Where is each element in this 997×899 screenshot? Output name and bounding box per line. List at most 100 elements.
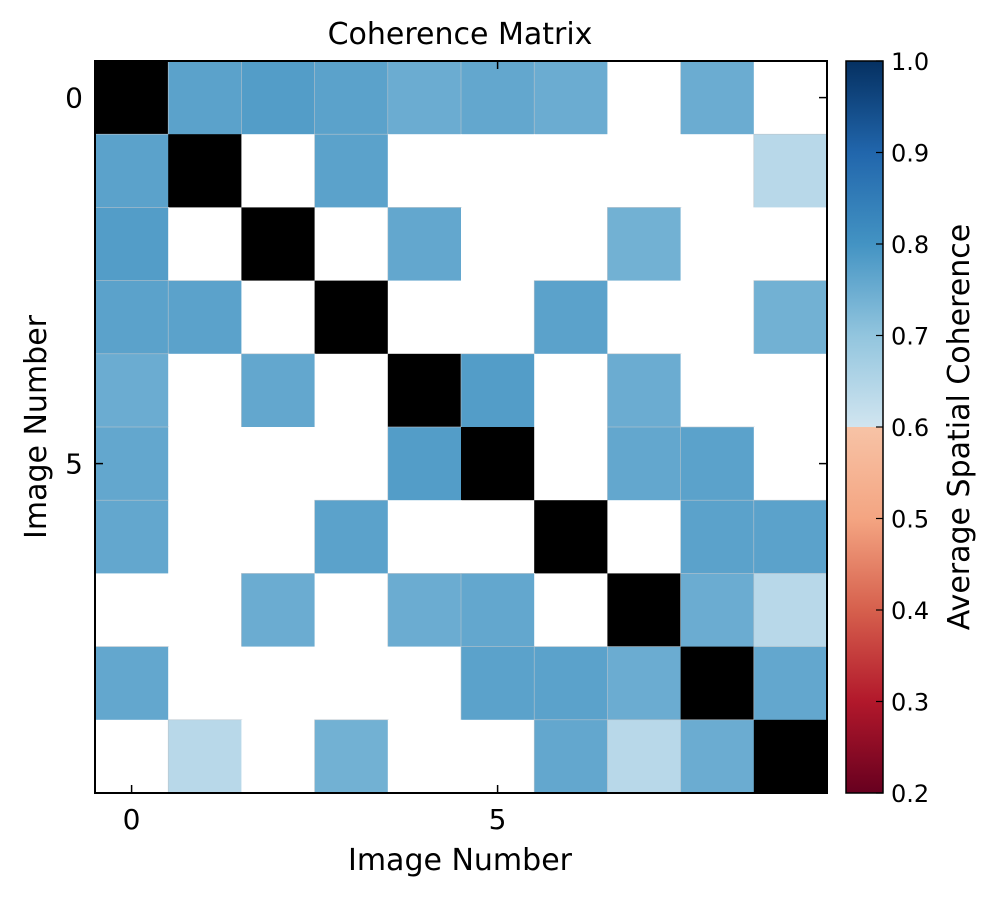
heatmap-cell <box>94 426 170 502</box>
heatmap-cell <box>607 646 682 721</box>
heatmap-cell <box>387 280 462 355</box>
heatmap-cell <box>753 573 828 648</box>
colorbar-tick-label: 0.9 <box>891 140 929 168</box>
heatmap-cell <box>533 719 609 794</box>
heatmap-cell <box>241 646 316 721</box>
y-axis-label: Image Number <box>19 314 54 539</box>
heatmap-cell <box>241 427 316 501</box>
heatmap-cell <box>387 353 462 428</box>
x-axis-label: Image Number <box>348 843 573 878</box>
heatmap-cell <box>461 719 535 794</box>
heatmap-cell <box>241 500 316 574</box>
heatmap-cell <box>168 646 242 721</box>
heatmap-cell <box>753 499 828 575</box>
heatmap-cell <box>753 646 828 721</box>
colorbar-tick-label: 0.6 <box>891 414 929 442</box>
heatmap-cell <box>534 353 608 428</box>
heatmap-cell <box>534 427 608 501</box>
heatmap-cell <box>387 207 462 282</box>
colorbar-tick-label: 0.2 <box>891 780 929 808</box>
heatmap-cell <box>314 573 389 648</box>
colorbar-tick-label: 0.4 <box>891 597 929 625</box>
heatmap-cell <box>460 353 536 428</box>
colorbar-label: Average Spatial Coherence <box>942 224 977 630</box>
heatmap-cell <box>680 573 755 648</box>
heatmap-cell <box>460 573 536 648</box>
heatmap-cell <box>461 427 535 501</box>
heatmap-cell <box>241 573 316 648</box>
heatmap-cell <box>534 573 608 648</box>
heatmap-cell <box>680 499 755 575</box>
heatmap-cell <box>607 280 682 355</box>
heatmap-cell <box>607 134 682 208</box>
heatmap-cell <box>314 499 389 575</box>
heatmap-cell <box>607 61 682 135</box>
heatmap-cell <box>753 427 828 501</box>
heatmap-cell <box>387 719 462 794</box>
heatmap-cell <box>241 134 316 208</box>
heatmap-cell <box>95 719 169 794</box>
heatmap-cell <box>167 60 243 136</box>
heatmap-cell <box>607 719 682 794</box>
heatmap-cell <box>753 207 828 282</box>
heatmap-cell <box>753 280 828 355</box>
heatmap-cell <box>753 719 828 794</box>
x-tick-label: 5 <box>489 803 507 836</box>
heatmap-cell <box>534 500 608 574</box>
heatmap-cell <box>314 719 389 794</box>
heatmap-cell <box>680 353 755 428</box>
heatmap-cell <box>167 280 243 355</box>
plot-frame <box>94 60 828 794</box>
heatmap-cell <box>460 646 536 721</box>
heatmap-cell <box>167 719 243 794</box>
heatmap-cell <box>241 207 316 282</box>
heatmap-cell <box>241 280 316 355</box>
chart-title: Coherence Matrix <box>328 17 593 52</box>
heatmap-cells <box>94 60 828 794</box>
heatmap-cell <box>387 134 462 208</box>
heatmap-cell <box>680 646 755 721</box>
heatmap-cell <box>168 573 242 648</box>
heatmap-cell <box>461 207 535 282</box>
colorbar-tick-label: 0.7 <box>891 323 929 351</box>
heatmap-cell <box>680 719 755 794</box>
heatmap-cell <box>94 353 170 428</box>
heatmap-cell <box>387 646 462 721</box>
heatmap-cell <box>461 280 535 355</box>
heatmap-cell <box>168 207 242 282</box>
heatmap-cell <box>607 426 682 502</box>
y-axis-ticks: 05 <box>65 82 827 481</box>
heatmap-cell <box>607 353 682 428</box>
heatmap-cell <box>461 134 535 208</box>
heatmap-cell <box>94 207 170 282</box>
heatmap-cell <box>387 573 462 648</box>
heatmap-cell <box>533 60 609 136</box>
heatmap-cell <box>241 353 316 428</box>
heatmap-cell <box>314 133 389 209</box>
heatmap-cell <box>607 573 682 648</box>
colorbar-tick-label: 0.5 <box>891 506 929 534</box>
y-tick-label: 5 <box>65 448 83 481</box>
heatmap-cell <box>241 60 316 136</box>
heatmap-cell <box>387 60 462 136</box>
heatmap-cell <box>94 646 170 721</box>
heatmap-cell <box>314 646 389 721</box>
heatmap-cell <box>753 133 828 209</box>
heatmap-cell <box>387 426 462 502</box>
heatmap-cell <box>680 207 755 282</box>
heatmap-cell <box>168 134 242 208</box>
heatmap-cell <box>168 353 242 428</box>
heatmap-cell <box>95 573 169 648</box>
heatmap-cell <box>241 719 316 794</box>
heatmap-cell <box>314 207 389 282</box>
heatmap-cell <box>680 134 755 208</box>
heatmap-cell <box>753 61 828 135</box>
heatmap-cell <box>534 207 608 282</box>
heatmap-cell <box>387 500 462 574</box>
heatmap-cell <box>680 60 755 136</box>
heatmap-cell <box>94 133 170 209</box>
heatmap-cell <box>168 500 242 574</box>
heatmap-cell <box>680 280 755 355</box>
heatmap-cell <box>95 61 169 135</box>
heatmap-cell <box>314 427 389 501</box>
